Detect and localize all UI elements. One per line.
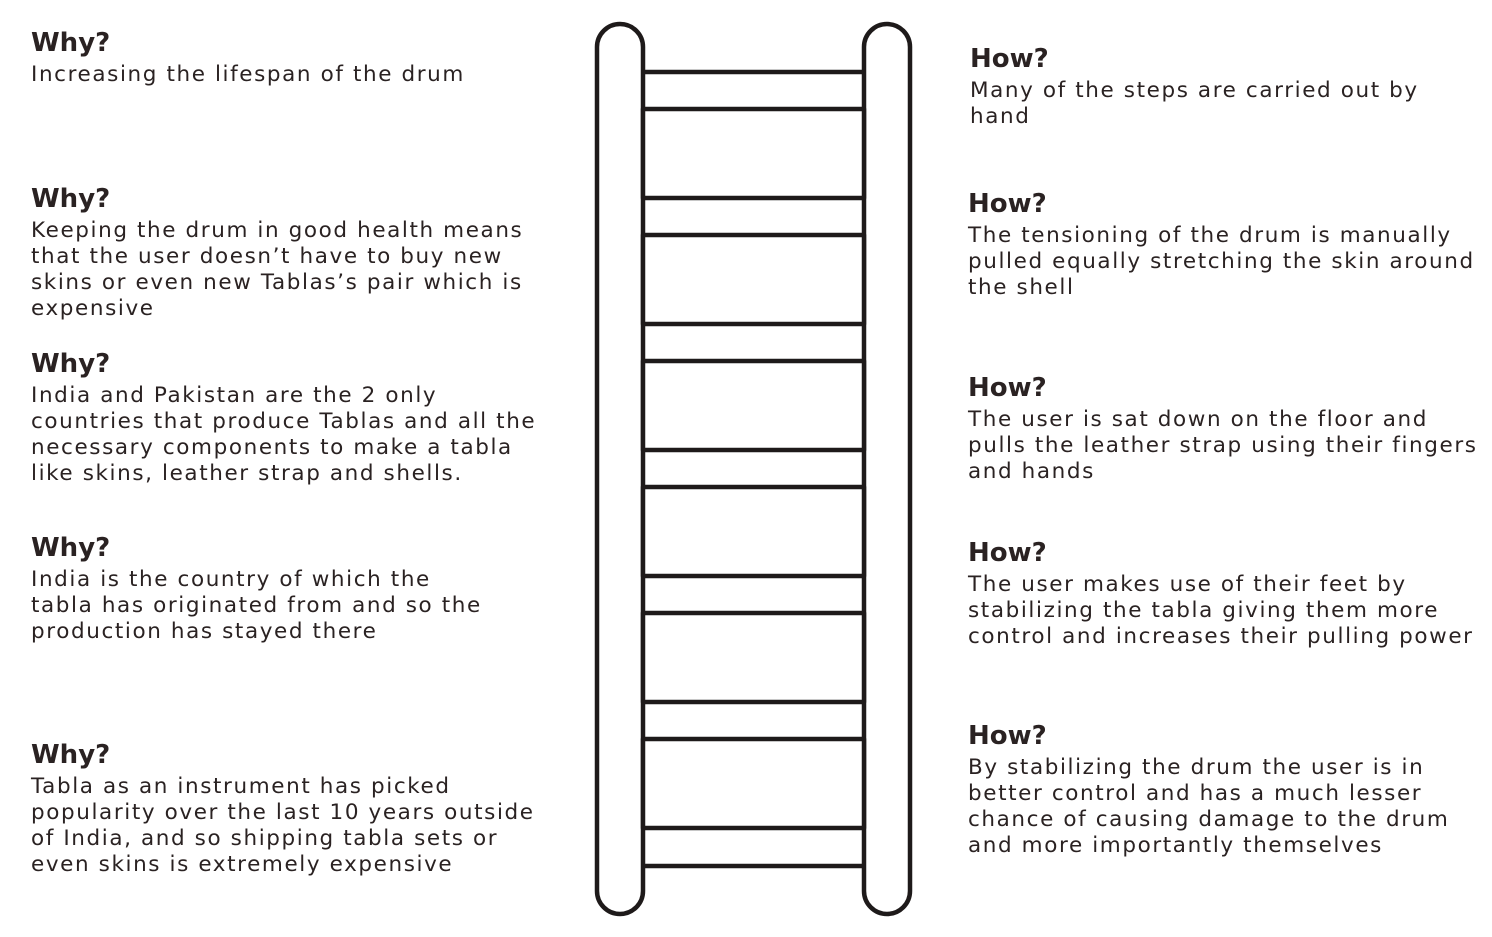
- how-text: The user makes use of their feet by stab…: [968, 572, 1474, 649]
- ladder-left-rail: [594, 21, 646, 917]
- how-text: The user is sat down on the floor and pu…: [968, 407, 1478, 484]
- how-text: Many of the steps are carried out by han…: [970, 78, 1419, 129]
- how-heading: How?: [968, 189, 1047, 219]
- why-note-3: Why? India and Pakistan are the 2 only c…: [31, 349, 571, 487]
- how-note-3: How? The user is sat down on the floor a…: [968, 373, 1485, 485]
- how-note-4: How? The user makes use of their feet by…: [968, 538, 1485, 650]
- how-text: By stabilizing the drum the user is in b…: [968, 755, 1450, 858]
- ladder-rung: [640, 736, 867, 831]
- how-heading: How?: [968, 373, 1047, 403]
- ladder-rung: [640, 106, 867, 201]
- how-heading: How?: [970, 44, 1049, 74]
- why-text: Keeping the drum in good health means th…: [31, 218, 524, 321]
- ladder-rung: [640, 358, 867, 453]
- how-heading: How?: [968, 721, 1047, 751]
- how-text: The tensioning of the drum is manually p…: [968, 223, 1475, 300]
- ladder-rung: [640, 610, 867, 705]
- why-note-1: Why? Increasing the lifespan of the drum: [31, 28, 571, 88]
- ladder-rung: [640, 484, 867, 579]
- why-text: India is the country of which the tabla …: [31, 567, 482, 644]
- why-heading: Why?: [31, 28, 111, 58]
- why-heading: Why?: [31, 533, 111, 563]
- why-note-4: Why? India is the country of which the t…: [31, 533, 571, 645]
- ladder-rung: [640, 232, 867, 327]
- why-note-5: Why? Tabla as an instrument has picked p…: [31, 740, 571, 878]
- why-heading: Why?: [31, 740, 111, 770]
- why-text: India and Pakistan are the 2 only countr…: [31, 383, 537, 486]
- how-heading: How?: [968, 538, 1047, 568]
- why-heading: Why?: [31, 349, 111, 379]
- why-heading: Why?: [31, 184, 111, 214]
- why-text: Tabla as an instrument has picked popula…: [31, 774, 535, 877]
- how-note-1: How? Many of the steps are carried out b…: [970, 44, 1485, 130]
- why-text: Increasing the lifespan of the drum: [31, 62, 465, 87]
- how-note-5: How? By stabilizing the drum the user is…: [968, 721, 1485, 859]
- how-note-2: How? The tensioning of the drum is manua…: [968, 189, 1485, 301]
- ladder-right-rail: [861, 21, 913, 917]
- why-note-2: Why? Keeping the drum in good health mea…: [31, 184, 571, 322]
